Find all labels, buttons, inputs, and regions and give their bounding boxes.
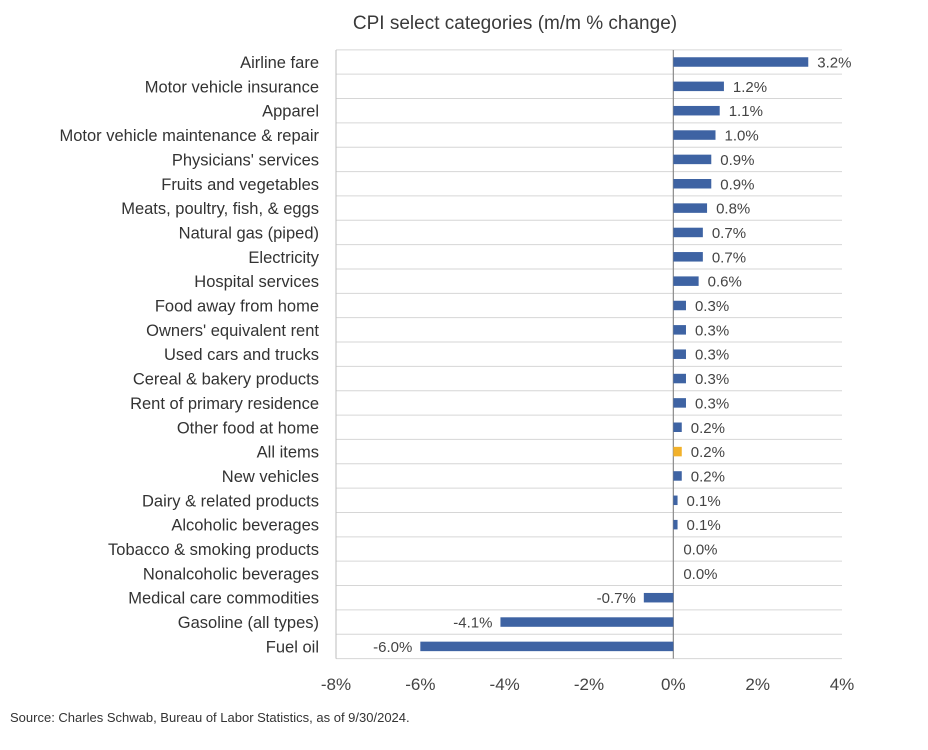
value-label-apparel: 1.1% <box>729 103 763 120</box>
bar-motor-vehicle-insurance <box>673 81 724 92</box>
category-labels: Airline fare Motor vehicle insurance Appar… <box>59 54 319 656</box>
category-label-hospital-services: Hospital services <box>194 273 319 291</box>
bar-cereal-bakery-products <box>673 373 686 384</box>
category-label-all-items: All items <box>257 444 319 462</box>
value-label-dairy-related-products: 0.1% <box>687 493 721 510</box>
value-label-used-cars-and-trucks: 0.3% <box>695 347 729 364</box>
value-label-meats-poultry-fish-eggs: 0.8% <box>716 201 750 218</box>
bar-motor-vehicle-maintenance-repair <box>673 130 716 140</box>
gridlines <box>335 49 842 660</box>
category-label-cereal-bakery-products: Cereal & bakery products <box>133 371 319 389</box>
value-label-nonalcoholic-beverages: 0.0% <box>683 566 717 583</box>
category-label-medical-care-commodities: Medical care commodities <box>128 590 319 608</box>
x-axis-ticks: -8% -6% -4% -2% 0% 2% 4% <box>321 675 854 694</box>
value-label-owners-equivalent-rent: 0.3% <box>695 322 729 339</box>
source-note: Source: Charles Schwab, Bureau of Labor … <box>10 710 410 725</box>
category-label-alcoholic-beverages: Alcoholic beverages <box>171 517 319 535</box>
value-label-fruits-and-vegetables: 0.9% <box>720 176 754 193</box>
category-label-electricity: Electricity <box>248 249 319 267</box>
category-label-motor-vehicle-maintenance-repair: Motor vehicle maintenance & repair <box>59 127 319 145</box>
bar-dairy-related-products <box>673 495 678 506</box>
bar-food-away-from-home <box>673 300 686 311</box>
bar-apparel <box>673 105 720 116</box>
value-label-new-vehicles: 0.2% <box>691 468 725 485</box>
category-label-fuel-oil: Fuel oil <box>266 638 319 656</box>
x-tick-label: 2% <box>745 675 770 694</box>
value-label-other-food-at-home: 0.2% <box>691 420 725 437</box>
category-label-food-away-from-home: Food away from home <box>155 298 319 316</box>
value-label-alcoholic-beverages: 0.1% <box>687 517 721 534</box>
category-label-other-food-at-home: Other food at home <box>177 419 319 437</box>
value-label-airline-fare: 3.2% <box>817 55 851 72</box>
bar-new-vehicles <box>673 471 682 481</box>
value-label-gasoline-all-types: -4.1% <box>453 615 492 632</box>
value-label-fuel-oil: -6.0% <box>373 639 412 656</box>
category-label-physicians-services: Physicians' services <box>172 151 319 169</box>
bar-fuel-oil <box>420 641 674 652</box>
x-tick-label: -2% <box>574 675 604 694</box>
x-tick-label: -8% <box>321 675 351 694</box>
category-label-gasoline-all-types: Gasoline (all types) <box>178 614 319 632</box>
category-label-natural-gas-piped: Natural gas (piped) <box>179 224 319 242</box>
bar-airline-fare <box>673 57 809 67</box>
value-label-natural-gas-piped: 0.7% <box>712 225 746 242</box>
value-label-hospital-services: 0.6% <box>708 274 742 291</box>
value-label-cereal-bakery-products: 0.3% <box>695 371 729 388</box>
value-label-food-away-from-home: 0.3% <box>695 298 729 315</box>
value-label-rent-of-primary-residence: 0.3% <box>695 395 729 412</box>
value-label-motor-vehicle-insurance: 1.2% <box>733 79 767 96</box>
bar-other-food-at-home <box>673 422 682 432</box>
value-label-medical-care-commodities: -0.7% <box>597 590 636 607</box>
bar-all-items <box>673 446 682 457</box>
bar-meats-poultry-fish-eggs <box>673 203 708 213</box>
category-label-meats-poultry-fish-eggs: Meats, poultry, fish, & eggs <box>121 200 319 218</box>
category-label-used-cars-and-trucks: Used cars and trucks <box>164 346 319 364</box>
bar-fruits-and-vegetables <box>673 179 712 189</box>
x-tick-label: 4% <box>830 675 855 694</box>
x-tick-label: -4% <box>490 675 520 694</box>
category-label-motor-vehicle-insurance: Motor vehicle insurance <box>145 78 319 96</box>
value-label-physicians-services: 0.9% <box>720 152 754 169</box>
category-label-airline-fare: Airline fare <box>240 54 319 72</box>
category-label-nonalcoholic-beverages: Nonalcoholic beverages <box>143 565 319 583</box>
bar-gasoline-all-types <box>500 617 674 627</box>
bar-alcoholic-beverages <box>673 519 678 530</box>
bar-natural-gas-piped <box>673 227 703 238</box>
category-label-fruits-and-vegetables: Fruits and vegetables <box>161 176 319 194</box>
bar-hospital-services <box>673 276 699 286</box>
value-labels: 3.2% 1.2% 1.1% 1.0% 0.9% 0.9% 0.8% 0.7% 0.7% 0.6%… <box>373 55 851 656</box>
category-label-rent-of-primary-residence: Rent of primary residence <box>130 395 319 413</box>
x-tick-label: -6% <box>405 675 435 694</box>
bars <box>420 57 809 652</box>
bar-owners-equivalent-rent <box>673 325 686 335</box>
category-label-new-vehicles: New vehicles <box>222 468 319 486</box>
x-tick-label: 0% <box>661 675 686 694</box>
category-label-apparel: Apparel <box>262 103 319 121</box>
category-label-dairy-related-products: Dairy & related products <box>142 492 319 510</box>
bar-electricity <box>673 252 703 262</box>
bar-rent-of-primary-residence <box>673 398 686 408</box>
value-label-tobacco-smoking-products: 0.0% <box>683 542 717 559</box>
bar-physicians-services <box>673 154 712 165</box>
category-label-owners-equivalent-rent: Owners' equivalent rent <box>146 322 319 340</box>
value-label-electricity: 0.7% <box>712 249 746 266</box>
chart-title: CPI select categories (m/m % change) <box>353 13 677 34</box>
category-label-tobacco-smoking-products: Tobacco & smoking products <box>108 541 319 559</box>
value-label-motor-vehicle-maintenance-repair: 1.0% <box>725 128 759 145</box>
bar-medical-care-commodities <box>643 592 674 603</box>
value-label-all-items: 0.2% <box>691 444 725 461</box>
bar-used-cars-and-trucks <box>673 349 686 359</box>
